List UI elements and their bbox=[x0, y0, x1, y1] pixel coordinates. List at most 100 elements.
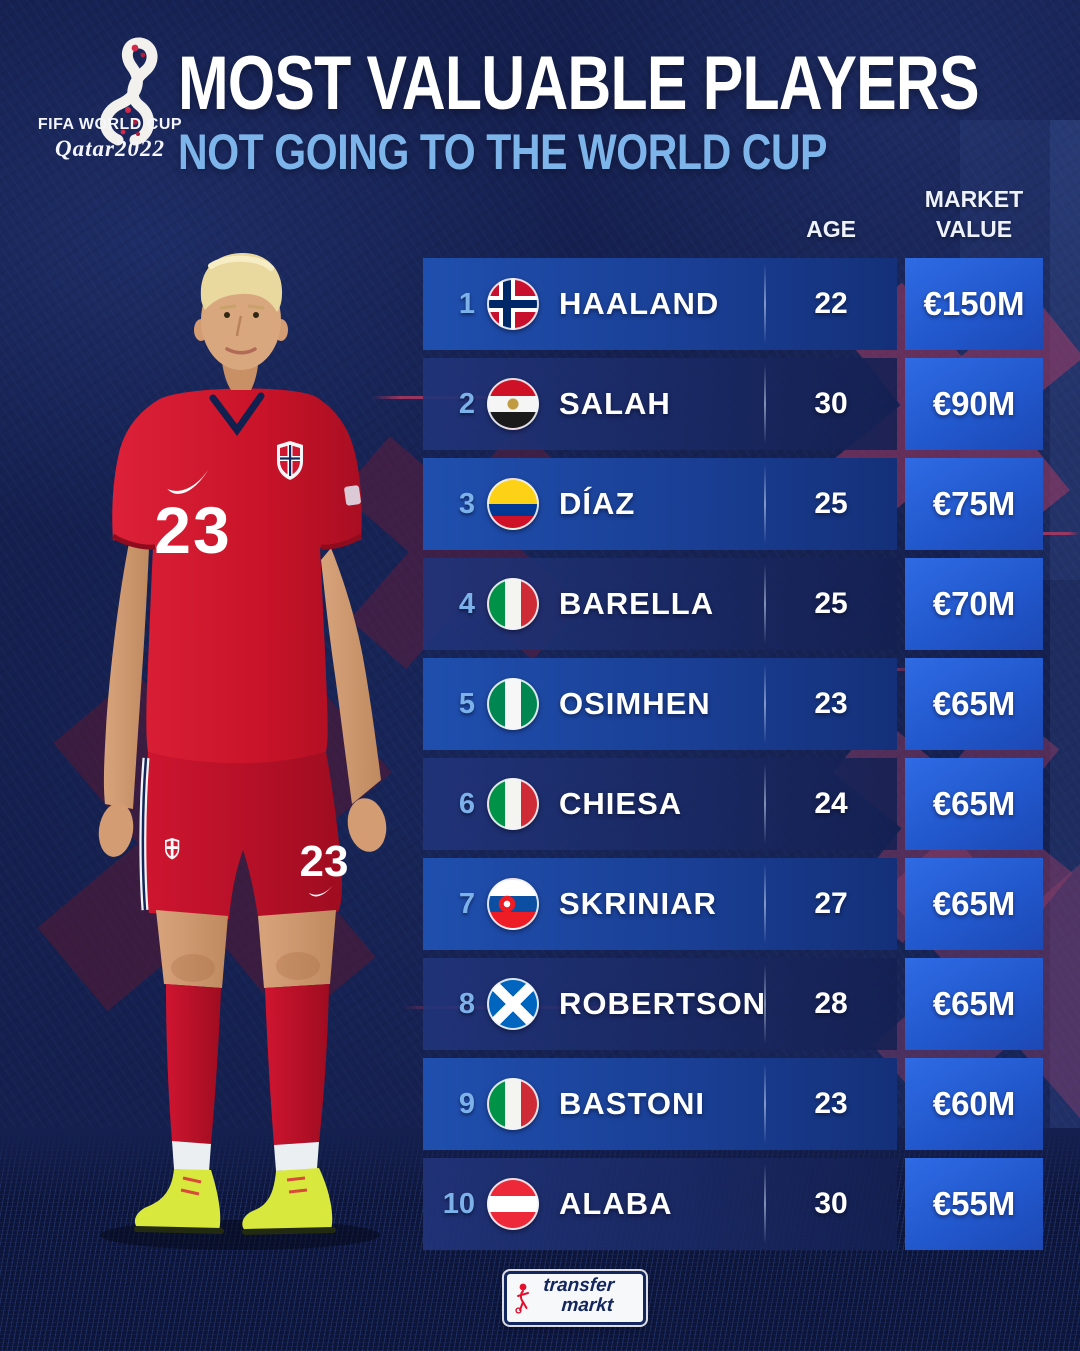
jersey bbox=[112, 388, 362, 764]
market-value-cell: €90M bbox=[905, 358, 1043, 450]
column-header-market-value-text: MARKET VALUE bbox=[924, 186, 1024, 242]
market-value: €65M bbox=[932, 985, 1016, 1022]
row-main: 8 ROBERTSON 28 bbox=[423, 958, 897, 1050]
rank-label: 4 bbox=[458, 587, 475, 620]
flag-italy-icon bbox=[487, 578, 539, 630]
shorts-number: 23 bbox=[300, 837, 349, 886]
norway-crest-icon bbox=[277, 441, 303, 480]
transfermarkt-player-icon bbox=[515, 1283, 529, 1314]
shorts bbox=[144, 752, 342, 919]
age-value: 23 bbox=[814, 1087, 848, 1120]
fifa-logo-wordmark: FIFA WORLD CUP bbox=[37, 116, 183, 133]
market-value: €65M bbox=[932, 885, 1016, 922]
age-value: 24 bbox=[814, 787, 848, 820]
player-photo-haaland: 23 23 bbox=[98, 252, 387, 1250]
row-main: 2 SALAH 30 bbox=[423, 358, 897, 450]
age-value: 25 bbox=[814, 587, 848, 620]
player-name: CHIESA bbox=[559, 786, 683, 821]
table-row: 1 HAALAND 22 €150M bbox=[423, 258, 1043, 350]
age-value: 27 bbox=[814, 887, 848, 920]
market-value: €60M bbox=[932, 1085, 1016, 1122]
market-value-cell: €60M bbox=[905, 1058, 1043, 1150]
flag-scotland-icon bbox=[487, 978, 539, 1030]
flag-colombia-icon bbox=[487, 478, 539, 530]
transfermarkt-wordmark-line2: markt bbox=[560, 1295, 614, 1316]
table-row: 3 DÍAZ 25 €75M bbox=[423, 458, 1043, 550]
row-main: 7 SKRINIAR 27 bbox=[423, 858, 897, 950]
age-value: 25 bbox=[814, 487, 848, 520]
player-name: ALABA bbox=[559, 1186, 673, 1221]
market-value-cell: €65M bbox=[905, 658, 1043, 750]
player-name: SALAH bbox=[559, 386, 671, 421]
row-main: 3 DÍAZ 25 bbox=[423, 458, 897, 550]
page-title: MOST VALUABLE PLAYERS bbox=[178, 41, 980, 126]
fifa-logo-year: Qatar2022 bbox=[55, 136, 165, 161]
table-row: 8 ROBERTSON 28 €65M bbox=[423, 958, 1043, 1050]
age-value: 23 bbox=[814, 687, 848, 720]
flag-slovakia-icon bbox=[487, 878, 539, 930]
player-name: HAALAND bbox=[559, 286, 720, 321]
market-value-cell: €70M bbox=[905, 558, 1043, 650]
sleeve-patch bbox=[344, 485, 361, 506]
player-name: BARELLA bbox=[559, 586, 715, 621]
row-main: 10 ALABA 30 bbox=[423, 1158, 897, 1250]
flag-norway-icon bbox=[487, 278, 539, 330]
jersey-collar bbox=[209, 392, 265, 436]
rank-label: 2 bbox=[458, 387, 475, 420]
table-row: 9 BASTONI 23 €60M bbox=[423, 1058, 1043, 1150]
nike-swoosh-icon bbox=[167, 468, 209, 494]
rank-label: 6 bbox=[458, 787, 475, 820]
rank-label: 10 bbox=[442, 1187, 475, 1220]
boot-left bbox=[134, 1169, 221, 1231]
row-main: 1 HAALAND 22 bbox=[423, 258, 897, 350]
table-row: 5 OSIMHEN 23 €65M bbox=[423, 658, 1043, 750]
market-value: €65M bbox=[932, 685, 1016, 722]
player-name: OSIMHEN bbox=[559, 686, 711, 721]
transfermarkt-wordmark: transfer markt bbox=[506, 1275, 645, 1316]
market-value-cell: €65M bbox=[905, 958, 1043, 1050]
row-main: 5 OSIMHEN 23 bbox=[423, 658, 897, 750]
column-header-market-value: MARKET VALUE bbox=[899, 184, 1049, 244]
market-value: €55M bbox=[932, 1185, 1016, 1222]
transfermarkt-logo: transfer markt bbox=[504, 1271, 646, 1325]
shorts-swoosh-icon bbox=[309, 885, 334, 897]
fifa-world-cup-logo-icon bbox=[100, 37, 158, 146]
row-main: 6 CHIESA 24 bbox=[423, 758, 897, 850]
boot-right bbox=[242, 1168, 333, 1232]
player-name: SKRINIAR bbox=[559, 886, 717, 921]
jersey-number: 23 bbox=[154, 493, 231, 567]
sock-right bbox=[265, 984, 329, 1145]
player-name: DÍAZ bbox=[559, 486, 636, 521]
market-value: €65M bbox=[932, 785, 1016, 822]
flag-italy-icon bbox=[487, 1078, 539, 1130]
transfermarkt-wordmark-line1: transfer bbox=[542, 1275, 615, 1296]
market-value-cell: €150M bbox=[905, 258, 1043, 350]
page-subtitle: NOT GOING TO THE WORLD CUP bbox=[178, 124, 828, 180]
market-value: €75M bbox=[932, 485, 1016, 522]
market-value-cell: €65M bbox=[905, 758, 1043, 850]
age-value: 28 bbox=[814, 987, 848, 1020]
flag-egypt-icon bbox=[487, 378, 539, 430]
market-value: €90M bbox=[932, 385, 1016, 422]
age-value: 22 bbox=[814, 287, 848, 320]
market-value-cell: €65M bbox=[905, 858, 1043, 950]
row-main: 4 BARELLA 25 bbox=[423, 558, 897, 650]
rank-label: 3 bbox=[458, 487, 475, 520]
age-value: 30 bbox=[814, 387, 848, 420]
age-value: 30 bbox=[814, 1187, 848, 1220]
flag-italy-icon bbox=[487, 778, 539, 830]
table-row: 10 ALABA 30 €55M bbox=[423, 1158, 1043, 1250]
flag-austria-icon bbox=[487, 1178, 539, 1230]
table-row: 6 CHIESA 24 €65M bbox=[423, 758, 1043, 850]
rank-label: 1 bbox=[458, 287, 475, 320]
shorts-crest-icon bbox=[165, 838, 180, 860]
row-main: 9 BASTONI 23 bbox=[423, 1058, 897, 1150]
market-value: €150M bbox=[923, 285, 1025, 322]
market-value-cell: €75M bbox=[905, 458, 1043, 550]
player-name: ROBERTSON bbox=[559, 986, 767, 1021]
sock-left bbox=[166, 984, 221, 1144]
rank-label: 5 bbox=[458, 687, 475, 720]
column-header-age: AGE bbox=[806, 216, 856, 242]
player-name: BASTONI bbox=[559, 1086, 705, 1121]
